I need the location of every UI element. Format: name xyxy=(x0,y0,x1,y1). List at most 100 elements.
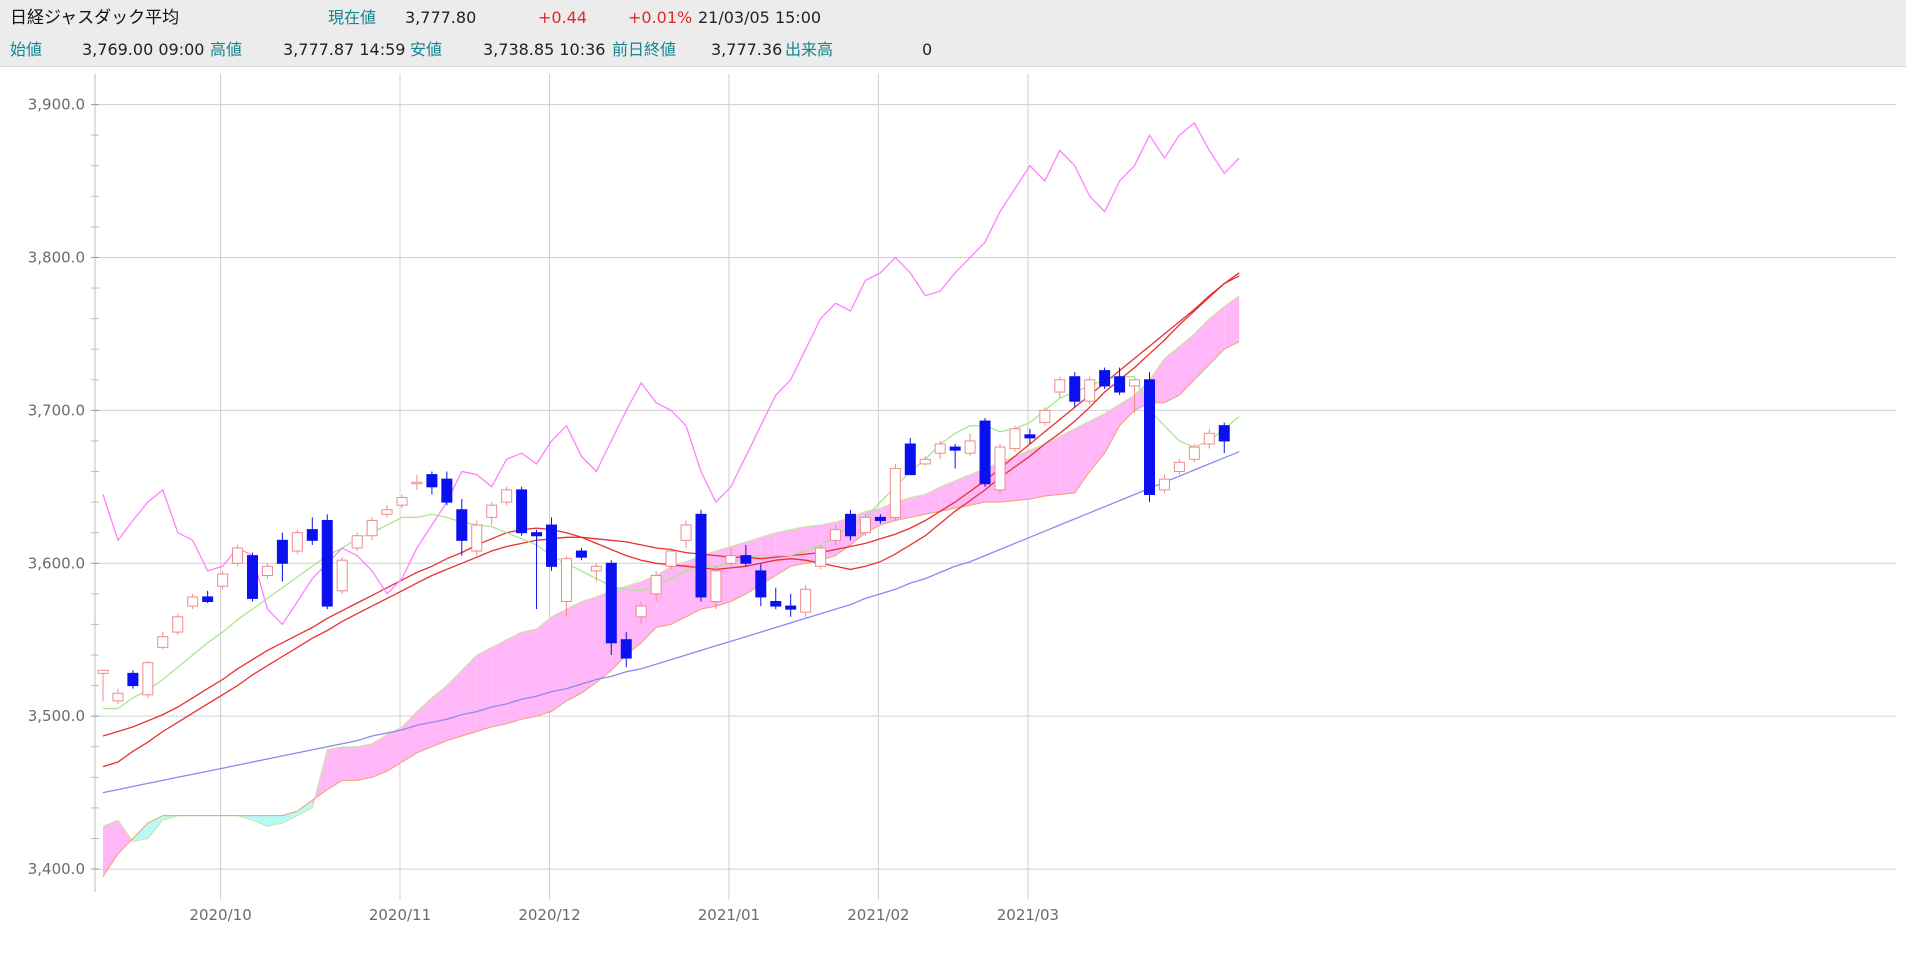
index-name: 日経ジャスダック平均 xyxy=(10,8,180,28)
y-tick-label: 3,400.0 xyxy=(28,860,85,878)
candle-up xyxy=(934,443,946,454)
cloud-segment xyxy=(910,494,926,518)
y-tick-label: 3,900.0 xyxy=(28,96,85,114)
candle-down xyxy=(770,600,782,607)
candle-down xyxy=(456,509,468,541)
cloud-segment xyxy=(461,655,477,737)
candle-up xyxy=(650,575,662,595)
candle-up xyxy=(560,558,572,602)
cloud-segment xyxy=(1119,395,1135,426)
candle-up xyxy=(411,481,423,485)
candle-up xyxy=(217,573,229,587)
series-line-ma_short xyxy=(102,275,1240,737)
candle-down xyxy=(755,570,767,598)
volume-label: 出来高 xyxy=(785,40,834,59)
candle-down xyxy=(321,519,333,607)
y-tick-label: 3,700.0 xyxy=(28,401,85,419)
cloud-segment xyxy=(431,685,447,747)
cloud-segment xyxy=(1044,436,1060,496)
cloud-segment xyxy=(387,726,402,772)
price-change-percent: +0.01% xyxy=(628,8,693,27)
cloud-segment xyxy=(1224,295,1240,350)
candle-up xyxy=(1054,379,1066,393)
x-tick-label: 2021/01 xyxy=(698,906,760,924)
candle-down xyxy=(949,446,961,451)
y-tick-label: 3,600.0 xyxy=(28,554,85,572)
cloud-segment xyxy=(476,647,492,732)
candle-down xyxy=(575,550,587,558)
cloud-segment xyxy=(506,632,522,724)
cloud-segment xyxy=(103,820,118,877)
candle-down xyxy=(546,524,557,567)
candle-down xyxy=(740,555,752,564)
candle-up xyxy=(1009,428,1021,450)
cloud-segment xyxy=(1104,404,1120,454)
candle-up xyxy=(964,440,976,454)
candle-up xyxy=(889,467,901,518)
cloud-segment xyxy=(282,810,298,824)
candle-up xyxy=(815,547,827,567)
candle-up xyxy=(261,565,273,577)
cloud-segment xyxy=(925,486,941,515)
candle-down xyxy=(1144,379,1155,495)
candle-up xyxy=(635,605,647,618)
y-tick-label: 3,500.0 xyxy=(28,707,85,725)
candle-down xyxy=(1099,370,1111,387)
cloud-span-b xyxy=(102,341,1240,877)
candle-up xyxy=(366,519,378,537)
prev-close-value: 3,777.36 xyxy=(711,40,783,59)
cloud-segment xyxy=(1209,306,1225,365)
cloud-segment xyxy=(1074,421,1090,493)
cloud-segment xyxy=(132,823,148,842)
candle-down xyxy=(620,639,632,659)
cloud-segment xyxy=(581,596,597,694)
series-line-chikou xyxy=(102,121,1240,626)
candle-down xyxy=(874,516,886,521)
candle-up xyxy=(112,692,124,702)
cloud-segment xyxy=(730,541,746,602)
candle-up xyxy=(486,504,498,518)
cloud-segment xyxy=(671,561,687,625)
candle-down xyxy=(127,672,139,687)
current-price-value: 3,777.80 xyxy=(405,8,477,27)
low-value: 3,738.85 10:36 xyxy=(483,40,606,59)
candle-down xyxy=(785,605,797,610)
x-tick-label: 2021/03 xyxy=(997,906,1059,924)
cloud-segment xyxy=(775,529,791,576)
candle-up xyxy=(381,509,393,515)
series-line-ma_mid xyxy=(102,272,1240,768)
candle-up xyxy=(142,662,154,696)
candlestick-chart[interactable]: 3,400.0 3,500.0 3,600.0 3,700.0 3,800.0 3,900… xyxy=(0,66,1906,956)
candle-up xyxy=(157,636,169,648)
ichimoku-cloud xyxy=(102,295,1240,877)
cloud-segment xyxy=(117,820,133,854)
x-tick-label: 2020/12 xyxy=(518,906,580,924)
cloud-segment xyxy=(790,526,806,567)
cloud-segment xyxy=(1059,428,1075,495)
candle-up xyxy=(590,565,602,572)
candle-up xyxy=(1203,432,1215,445)
cloud-segment xyxy=(342,746,358,781)
candle-down xyxy=(202,596,214,602)
low-label: 安値 xyxy=(410,40,443,59)
candle-down xyxy=(845,513,856,537)
cloud-segment xyxy=(491,639,507,727)
candle-down xyxy=(695,513,707,598)
candle-down xyxy=(276,539,288,564)
candle-up xyxy=(1039,409,1051,424)
candle-up xyxy=(1158,478,1170,491)
volume-value: 0 xyxy=(922,40,933,59)
candle-down xyxy=(516,489,528,534)
candle-down xyxy=(1114,376,1126,393)
cloud-segment xyxy=(1014,450,1030,501)
candle-up xyxy=(994,446,1006,491)
cloud-segment xyxy=(536,616,552,717)
candle-down xyxy=(1069,376,1081,402)
candle-up xyxy=(1173,461,1185,473)
candle-up xyxy=(97,669,109,674)
candle-down xyxy=(247,555,258,599)
series-line-tenkan xyxy=(103,376,1240,710)
candle-up xyxy=(1084,379,1096,402)
candle-up xyxy=(665,550,677,567)
x-tick-label: 2020/11 xyxy=(369,906,431,924)
